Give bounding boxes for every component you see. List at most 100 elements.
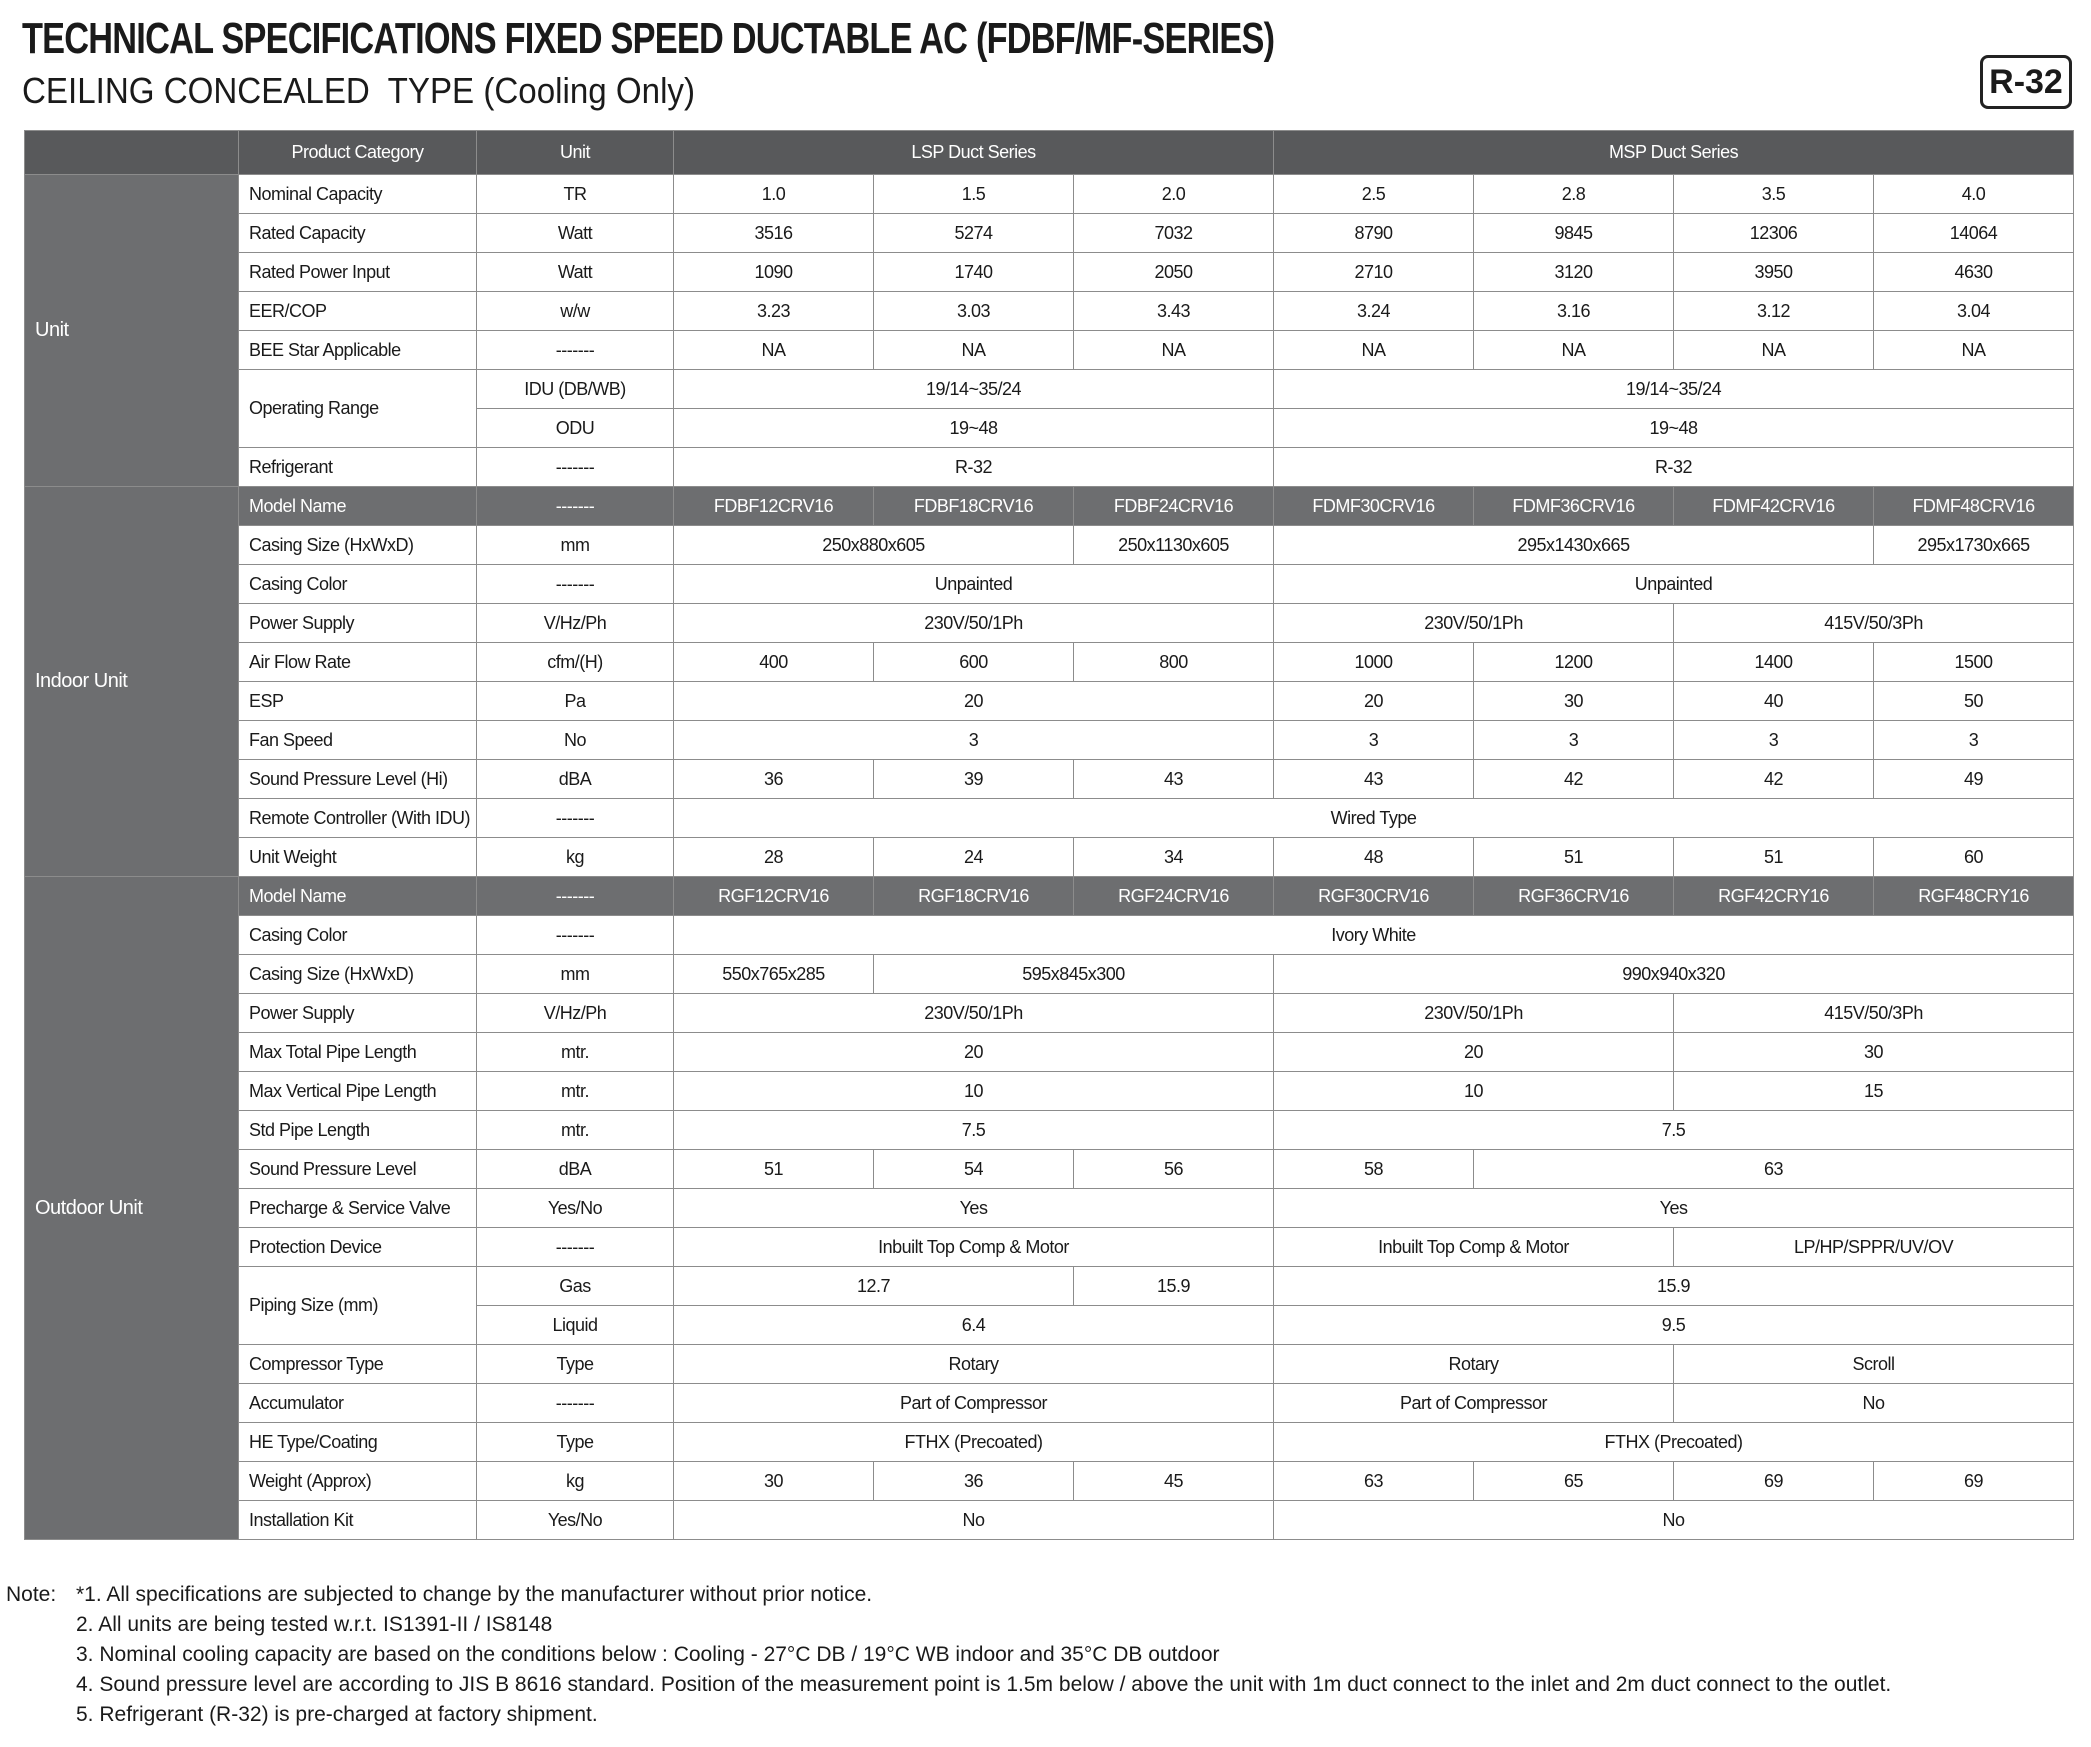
value-cell: 1090 bbox=[673, 252, 874, 292]
unit-cell: Gas bbox=[476, 1266, 674, 1306]
value-cell: 69 bbox=[1873, 1461, 2075, 1501]
value-cell: RGF18CRV16 bbox=[873, 876, 1074, 916]
row-label: Refrigerant bbox=[238, 447, 477, 487]
value-cell: FDMF48CRV16 bbox=[1873, 486, 2075, 526]
value-cell: 9845 bbox=[1473, 213, 1675, 253]
value-cell: 3.03 bbox=[873, 291, 1074, 331]
value-cell: 3.12 bbox=[1673, 291, 1875, 331]
spec-row: Precharge & Service Valve Yes/No Yes Yes bbox=[25, 1188, 2075, 1228]
spec-row: Rated Capacity Watt 3516 5274 7032 8790 9845 12… bbox=[25, 213, 2075, 253]
row-label: Model Name bbox=[238, 486, 477, 526]
value-cell: NA bbox=[673, 330, 874, 370]
value-cell: Wired Type bbox=[672, 798, 2075, 838]
unit-cell: cfm/(H) bbox=[476, 642, 674, 682]
value-cell: 3 bbox=[1473, 720, 1675, 760]
value-cell: 2050 bbox=[1072, 252, 1275, 292]
spec-row: Accumulator ------- Part of Compressor Part… bbox=[25, 1383, 2075, 1423]
value-cell: FDBF18CRV16 bbox=[873, 486, 1074, 526]
value-cell: 54 bbox=[873, 1149, 1074, 1189]
unit-cell: kg bbox=[476, 1461, 674, 1501]
spec-row: Weight (Approx) kg 30 36 45 63 65 69 69 bbox=[25, 1461, 2075, 1501]
row-label: ESP bbox=[238, 681, 477, 721]
unit-cell: mtr. bbox=[476, 1071, 674, 1111]
section-label: Indoor Unit bbox=[24, 486, 239, 877]
value-cell: 60 bbox=[1873, 837, 2075, 877]
value-cell: 8790 bbox=[1273, 213, 1475, 253]
unit-cell: Yes/No bbox=[476, 1500, 674, 1540]
unit-cell: ------- bbox=[476, 564, 674, 604]
spec-row: EER/COP w/w 3.23 3.03 3.43 3.24 3.16 3.12 3.04 bbox=[25, 291, 2075, 331]
value-cell: 48 bbox=[1273, 837, 1475, 877]
row-label: Sound Pressure Level bbox=[238, 1149, 477, 1189]
spec-row: Piping Size (mm) Gas 12.7 15.9 15.9 bbox=[25, 1266, 2075, 1345]
row-label: Casing Size (HxWxD) bbox=[238, 525, 477, 565]
value-cell: 63 bbox=[1273, 1461, 1475, 1501]
spec-row: Sound Pressure Level (Hi) dBA 36 39 43 43 42 42… bbox=[25, 759, 2075, 799]
value-cell: 800 bbox=[1072, 642, 1275, 682]
value-cell: 42 bbox=[1473, 759, 1675, 799]
value-cell: 230V/50/1Ph bbox=[1273, 993, 1675, 1033]
unit-cell: TR bbox=[476, 174, 674, 214]
model-row: Indoor Unit Model Name ------- FDBF12CRV16 F… bbox=[24, 486, 2075, 877]
row-label: EER/COP bbox=[238, 291, 477, 331]
table-body: Product Category Unit LSP Duct Series MSP D… bbox=[24, 130, 2075, 1540]
row-label: Rated Power Input bbox=[238, 252, 477, 292]
row-label: Accumulator bbox=[238, 1383, 477, 1423]
value-cell: 3 bbox=[1673, 720, 1875, 760]
row-label: Remote Controller (With IDU) bbox=[238, 798, 477, 838]
unit-cell: mtr. bbox=[476, 1110, 674, 1150]
note-item: 4. Sound pressure level are according to… bbox=[76, 1673, 1892, 1696]
row-label: Casing Color bbox=[238, 564, 477, 604]
value-cell: Unpainted bbox=[672, 564, 1275, 604]
value-cell: 10 bbox=[672, 1071, 1275, 1111]
value-cell: RGF36CRV16 bbox=[1473, 876, 1675, 916]
value-cell: Yes bbox=[672, 1188, 1275, 1228]
value-cell: 7032 bbox=[1072, 213, 1275, 253]
note-item: 3. Nominal cooling capacity are based on… bbox=[76, 1643, 1220, 1666]
value-cell: 56 bbox=[1072, 1149, 1275, 1189]
unit-cell: dBA bbox=[476, 759, 674, 799]
row-label: Casing Size (HxWxD) bbox=[238, 954, 477, 994]
value-cell: 3120 bbox=[1473, 252, 1675, 292]
value-cell: NA bbox=[1273, 330, 1475, 370]
value-cell: 20 bbox=[1273, 1032, 1675, 1072]
spec-row: Protection Device ------- Inbuilt Top Comp… bbox=[25, 1227, 2075, 1267]
header-row: Product Category Unit LSP Duct Series MSP D… bbox=[24, 130, 2075, 175]
value-cell: 3.24 bbox=[1273, 291, 1475, 331]
spec-row: Installation Kit Yes/No No No bbox=[25, 1500, 2075, 1540]
row-label: Power Supply bbox=[238, 993, 477, 1033]
value-cell: 1200 bbox=[1473, 642, 1675, 682]
value-cell: 550x765x285 bbox=[673, 954, 874, 994]
spec-row: Sound Pressure Level dBA 51 54 56 58 63 bbox=[25, 1149, 2075, 1189]
section-label: Unit bbox=[24, 174, 239, 487]
value-cell: 36 bbox=[673, 759, 874, 799]
unit-cell: ------- bbox=[476, 876, 674, 916]
unit-cell: Pa bbox=[476, 681, 674, 721]
unit-cell: Yes/No bbox=[476, 1188, 674, 1228]
value-cell: 12306 bbox=[1673, 213, 1875, 253]
value-cell: 20 bbox=[1273, 681, 1475, 721]
value-cell: RGF12CRV16 bbox=[673, 876, 874, 916]
value-cell: 250x880x605 bbox=[673, 525, 1074, 565]
unit-cell: Type bbox=[476, 1422, 674, 1462]
value-cell: 15.9 bbox=[1072, 1266, 1275, 1306]
value-cell: 69 bbox=[1673, 1461, 1875, 1501]
value-cell: 3950 bbox=[1673, 252, 1875, 292]
value-cell: NA bbox=[1072, 330, 1275, 370]
value-cell: 5274 bbox=[873, 213, 1074, 253]
row-label: Nominal Capacity bbox=[238, 174, 477, 214]
row-label: Fan Speed bbox=[238, 720, 477, 760]
row-label: Power Supply bbox=[238, 603, 477, 643]
spec-row: Operating Range IDU (DB/WB) 19/14~35/24 19/… bbox=[25, 369, 2075, 448]
header-cell: Product Category bbox=[238, 130, 477, 175]
spec-row: Casing Color ------- Ivory White bbox=[25, 915, 2075, 955]
spec-row: BEE Star Applicable ------- NA NA NA NA NA NA NA bbox=[25, 330, 2075, 370]
value-cell: NA bbox=[1673, 330, 1875, 370]
row-label: Weight (Approx) bbox=[238, 1461, 477, 1501]
value-cell: FDBF24CRV16 bbox=[1072, 486, 1275, 526]
value-cell: LP/HP/SPPR/UV/OV bbox=[1673, 1227, 2075, 1267]
subtitle: CEILING CONCEALED TYPE (Cooling Only) bbox=[22, 70, 696, 111]
value-cell: 42 bbox=[1673, 759, 1875, 799]
spec-row: Std Pipe Length mtr. 7.5 7.5 bbox=[25, 1110, 2075, 1150]
